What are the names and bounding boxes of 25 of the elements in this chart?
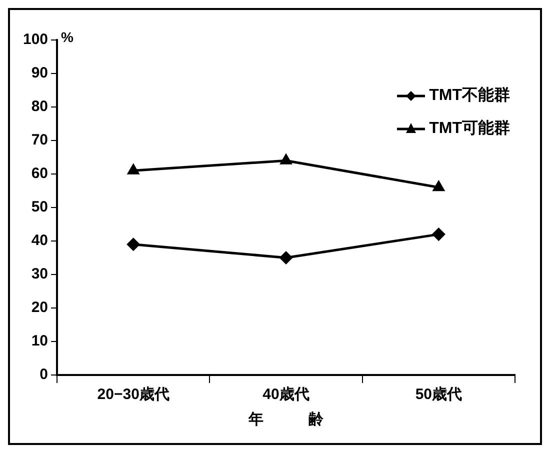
y-tick-label: 20 — [31, 299, 48, 316]
y-tick-label: 50 — [31, 198, 48, 216]
y-tick-label: 40 — [31, 232, 48, 250]
point — [280, 154, 292, 164]
point — [432, 228, 445, 241]
y-tick-label: 60 — [31, 165, 48, 182]
y-tick-label: 100 — [22, 31, 48, 48]
point — [127, 238, 140, 251]
legend-label: TMT不能群 — [429, 87, 510, 104]
x-tick-label: 50歳代 — [415, 386, 462, 404]
x-tick-label: 40歳代 — [262, 386, 310, 404]
y-tick-label: 90 — [31, 64, 48, 82]
point — [128, 164, 139, 174]
legend-label: TMT可能群 — [429, 120, 510, 137]
point — [280, 252, 292, 264]
frame: 年 齢 20−30歳代 40歳代 50歳代 0 10 20 30 40 50 60 70 80 90 100 % TMT不能群 TMT可能群 — [8, 8, 542, 445]
y-tick-label: 0 — [40, 366, 48, 384]
x-axis-title: 年 齢 — [248, 411, 325, 428]
y-tick-label: 70 — [31, 132, 48, 149]
point — [433, 181, 444, 192]
y-tick-label: 10 — [31, 332, 48, 350]
y-tick-label: 80 — [31, 98, 48, 116]
x-tick-label: 20−30歳代 — [97, 386, 170, 404]
y-axis-title: % — [61, 28, 74, 45]
y-tick-label: 30 — [31, 266, 48, 283]
